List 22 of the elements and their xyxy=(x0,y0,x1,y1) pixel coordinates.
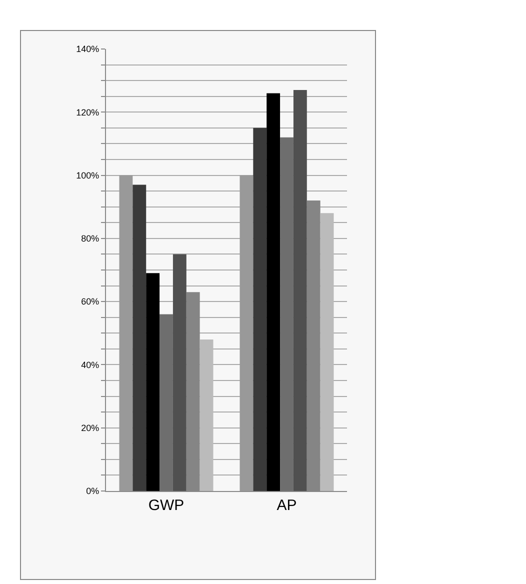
y-tick-label: 60% xyxy=(81,296,100,307)
bar xyxy=(160,314,173,491)
bar xyxy=(266,93,280,491)
x-tick-label: AP xyxy=(276,497,297,514)
bar xyxy=(240,175,254,491)
y-tick-label: 100% xyxy=(76,170,100,180)
bar xyxy=(280,137,294,491)
bar xyxy=(253,128,267,491)
bar xyxy=(119,175,133,491)
y-tick-label: 0% xyxy=(86,486,100,496)
x-tick-label: GWP xyxy=(148,497,184,514)
y-tick-label: 40% xyxy=(81,360,100,370)
bar xyxy=(172,254,186,491)
bar xyxy=(320,213,334,491)
y-tick-label: 80% xyxy=(81,234,100,244)
bar xyxy=(146,273,160,491)
bar xyxy=(293,90,307,491)
y-tick-label: 140% xyxy=(76,44,100,54)
y-tick-label: 20% xyxy=(81,423,100,434)
bar xyxy=(132,184,146,491)
y-tick-label: 120% xyxy=(76,107,100,118)
bar xyxy=(200,339,214,491)
